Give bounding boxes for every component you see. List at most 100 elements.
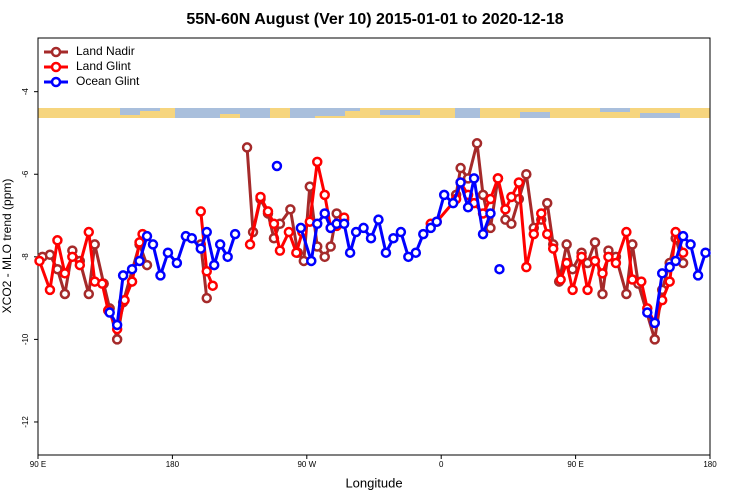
data-point bbox=[485, 193, 496, 205]
data-point bbox=[59, 268, 71, 279]
x-tick-label: 0 bbox=[439, 460, 444, 469]
data-point bbox=[431, 216, 442, 227]
legend-marker bbox=[50, 76, 62, 88]
data-point bbox=[111, 319, 123, 331]
y-tick-label: -10 bbox=[21, 333, 30, 345]
data-point bbox=[201, 226, 212, 238]
data-point bbox=[255, 191, 266, 203]
data-point bbox=[621, 226, 632, 238]
data-point bbox=[141, 230, 153, 242]
data-point bbox=[271, 160, 283, 172]
data-point bbox=[358, 222, 369, 234]
y-axis-label: XCO2 - MLO trend (ppm) bbox=[0, 179, 14, 314]
y-tick-label: -4 bbox=[21, 88, 30, 96]
data-point bbox=[306, 255, 317, 267]
data-point bbox=[455, 162, 466, 174]
data-point bbox=[494, 263, 505, 275]
data-point bbox=[492, 173, 504, 184]
data-point bbox=[338, 218, 350, 230]
data-point bbox=[229, 228, 241, 240]
data-point bbox=[83, 226, 95, 238]
map-strip bbox=[38, 108, 710, 118]
data-point bbox=[319, 189, 330, 201]
data-point bbox=[555, 274, 566, 285]
data-point bbox=[96, 278, 108, 289]
data-point bbox=[561, 257, 572, 269]
data-point bbox=[621, 288, 632, 300]
x-tick-label: 90 E bbox=[30, 460, 46, 469]
legend-marker bbox=[50, 61, 62, 73]
data-point bbox=[447, 197, 459, 209]
data-point bbox=[485, 208, 496, 219]
data-point bbox=[500, 204, 511, 215]
data-point bbox=[283, 226, 295, 238]
data-point bbox=[59, 288, 71, 300]
data-point bbox=[513, 177, 525, 188]
data-point bbox=[350, 226, 362, 238]
x-axis-label: Longitude bbox=[345, 475, 402, 490]
data-point bbox=[477, 189, 489, 201]
legend-label: Land Glint bbox=[76, 59, 131, 73]
data-point bbox=[664, 276, 675, 287]
data-point bbox=[126, 276, 138, 287]
data-point bbox=[561, 239, 572, 250]
data-point bbox=[83, 288, 95, 300]
data-point bbox=[344, 247, 356, 258]
data-point bbox=[380, 247, 392, 258]
data-point bbox=[425, 222, 436, 234]
data-point bbox=[262, 206, 274, 217]
data-point bbox=[664, 261, 675, 273]
data-point bbox=[589, 255, 601, 267]
data-point bbox=[244, 239, 256, 250]
data-point bbox=[471, 138, 483, 149]
data-point bbox=[147, 239, 159, 250]
data-point bbox=[325, 241, 336, 252]
data-point bbox=[195, 243, 207, 254]
data-point bbox=[610, 257, 622, 269]
data-point bbox=[285, 204, 296, 215]
map-land bbox=[38, 108, 710, 118]
data-point bbox=[418, 228, 429, 240]
data-point bbox=[373, 214, 384, 225]
x-tick-label: 180 bbox=[166, 460, 180, 469]
data-point bbox=[201, 266, 212, 277]
data-point bbox=[567, 284, 578, 296]
data-point bbox=[627, 274, 638, 285]
data-point bbox=[468, 173, 480, 184]
data-point bbox=[462, 202, 474, 213]
data-point bbox=[677, 230, 689, 242]
data-point bbox=[241, 142, 253, 153]
data-point bbox=[186, 232, 198, 244]
data-point bbox=[208, 259, 220, 271]
data-point bbox=[582, 284, 593, 296]
data-point bbox=[117, 270, 129, 281]
data-point bbox=[410, 247, 422, 258]
data-point bbox=[656, 268, 668, 279]
data-point bbox=[547, 243, 559, 254]
data-point bbox=[291, 247, 302, 258]
y-tick-label: -12 bbox=[21, 416, 30, 428]
data-point bbox=[395, 226, 407, 238]
data-point bbox=[536, 208, 547, 219]
data-point bbox=[44, 249, 56, 261]
data-point bbox=[52, 235, 63, 246]
data-point bbox=[541, 228, 553, 240]
data-point bbox=[670, 255, 681, 267]
data-point bbox=[141, 259, 153, 271]
data-point bbox=[521, 168, 532, 180]
data-point bbox=[477, 228, 489, 240]
data-point bbox=[597, 288, 608, 300]
legend-marker bbox=[50, 46, 62, 58]
data-point bbox=[700, 247, 711, 258]
y-tick-label: -8 bbox=[21, 253, 30, 261]
data-point bbox=[67, 251, 78, 263]
data-point bbox=[268, 218, 280, 230]
data-point bbox=[528, 228, 540, 240]
data-point bbox=[126, 263, 138, 275]
data-point bbox=[74, 259, 86, 271]
data-point bbox=[104, 307, 115, 318]
